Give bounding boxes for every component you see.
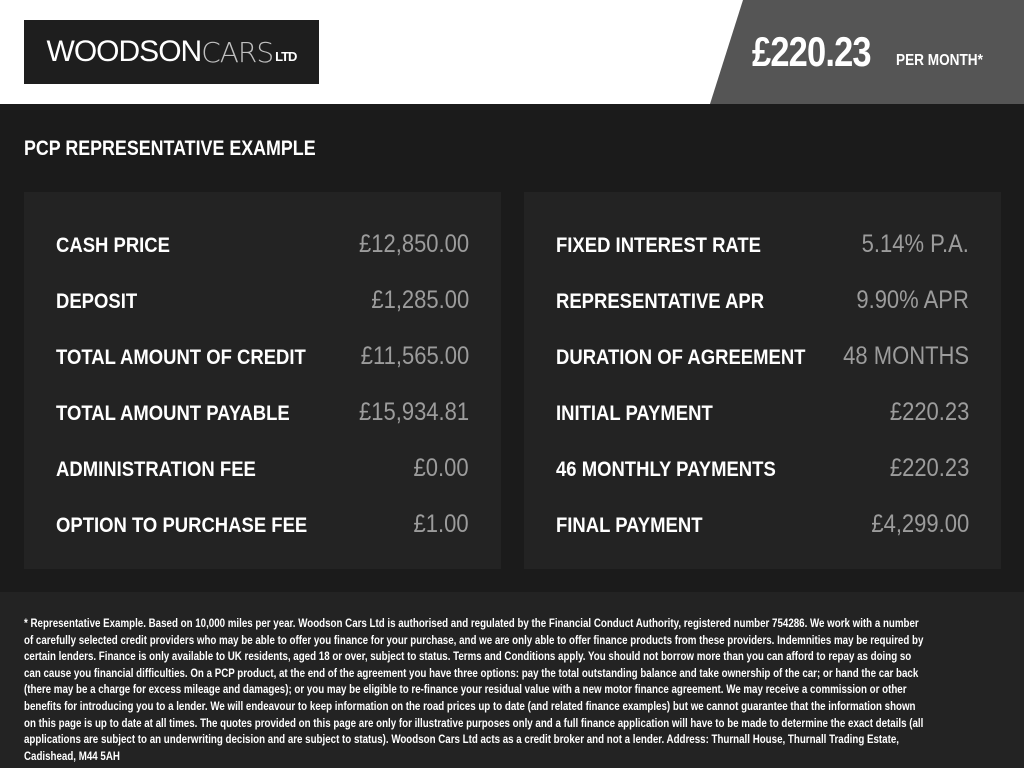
finance-value: £1,285.00 <box>371 286 469 314</box>
finance-label: DURATION OF AGREEMENT <box>556 346 806 369</box>
monthly-price: £220.23 <box>752 28 872 75</box>
section-title: PCP REPRESENTATIVE EXAMPLE <box>24 137 316 160</box>
finance-value: £220.23 <box>889 454 969 482</box>
finance-row: ADMINISTRATION FEE £0.00 <box>56 454 469 484</box>
finance-row: TOTAL AMOUNT PAYABLE £15,934.81 <box>56 398 469 428</box>
finance-label: FIXED INTEREST RATE <box>556 234 762 257</box>
finance-details-right: FIXED INTEREST RATE 5.14% P.A. REPRESENTAT… <box>524 192 1001 569</box>
finance-label: FINAL PAYMENT <box>556 514 703 537</box>
finance-row: FIXED INTEREST RATE 5.14% P.A. <box>556 230 969 260</box>
finance-value: £4,299.00 <box>871 510 969 538</box>
finance-label: INITIAL PAYMENT <box>556 402 713 425</box>
finance-label: 46 MONTHLY PAYMENTS <box>556 458 776 481</box>
finance-value: £11,565.00 <box>360 342 469 370</box>
logo-bold: WOODSON <box>46 35 203 68</box>
finance-row: DURATION OF AGREEMENT 48 MONTHS <box>556 342 969 372</box>
finance-row: CASH PRICE £12,850.00 <box>56 230 469 260</box>
logo-suffix: LTD <box>275 48 297 64</box>
logo: WOODSON CARS LTD <box>24 20 319 84</box>
finance-label: TOTAL AMOUNT OF CREDIT <box>56 346 306 369</box>
finance-row: DEPOSIT £1,285.00 <box>56 286 469 316</box>
finance-row: INITIAL PAYMENT £220.23 <box>556 398 969 428</box>
logo-thin: CARS <box>201 35 274 69</box>
finance-value: 5.14% P.A. <box>861 230 969 258</box>
finance-label: OPTION TO PURCHASE FEE <box>56 514 308 537</box>
finance-row: 46 MONTHLY PAYMENTS £220.23 <box>556 454 969 484</box>
disclaimer: * Representative Example. Based on 10,00… <box>24 616 924 763</box>
finance-label: REPRESENTATIVE APR <box>556 290 765 313</box>
header: WOODSON CARS LTD £220.23 PER MONTH* <box>0 0 1024 104</box>
finance-value: £220.23 <box>889 398 969 426</box>
finance-row: FINAL PAYMENT £4,299.00 <box>556 510 969 540</box>
finance-label: ADMINISTRATION FEE <box>56 458 256 481</box>
finance-row: REPRESENTATIVE APR 9.90% APR <box>556 286 969 316</box>
finance-value: 48 MONTHS <box>843 342 969 370</box>
finance-details-left: CASH PRICE £12,850.00 DEPOSIT £1,285.00 TOTA… <box>24 192 501 569</box>
finance-value: £15,934.81 <box>358 398 469 426</box>
finance-value: £1.00 <box>413 510 469 538</box>
footer <box>0 592 1024 768</box>
finance-value: £12,850.00 <box>358 230 469 258</box>
finance-value: £0.00 <box>413 454 469 482</box>
finance-label: DEPOSIT <box>56 290 138 313</box>
finance-row: OPTION TO PURCHASE FEE £1.00 <box>56 510 469 540</box>
finance-row: TOTAL AMOUNT OF CREDIT £11,565.00 <box>56 342 469 372</box>
price-panel <box>710 0 1024 104</box>
finance-value: 9.90% APR <box>856 286 969 314</box>
per-month-label: PER MONTH* <box>896 52 983 69</box>
finance-label: TOTAL AMOUNT PAYABLE <box>56 402 290 425</box>
finance-label: CASH PRICE <box>56 234 170 257</box>
